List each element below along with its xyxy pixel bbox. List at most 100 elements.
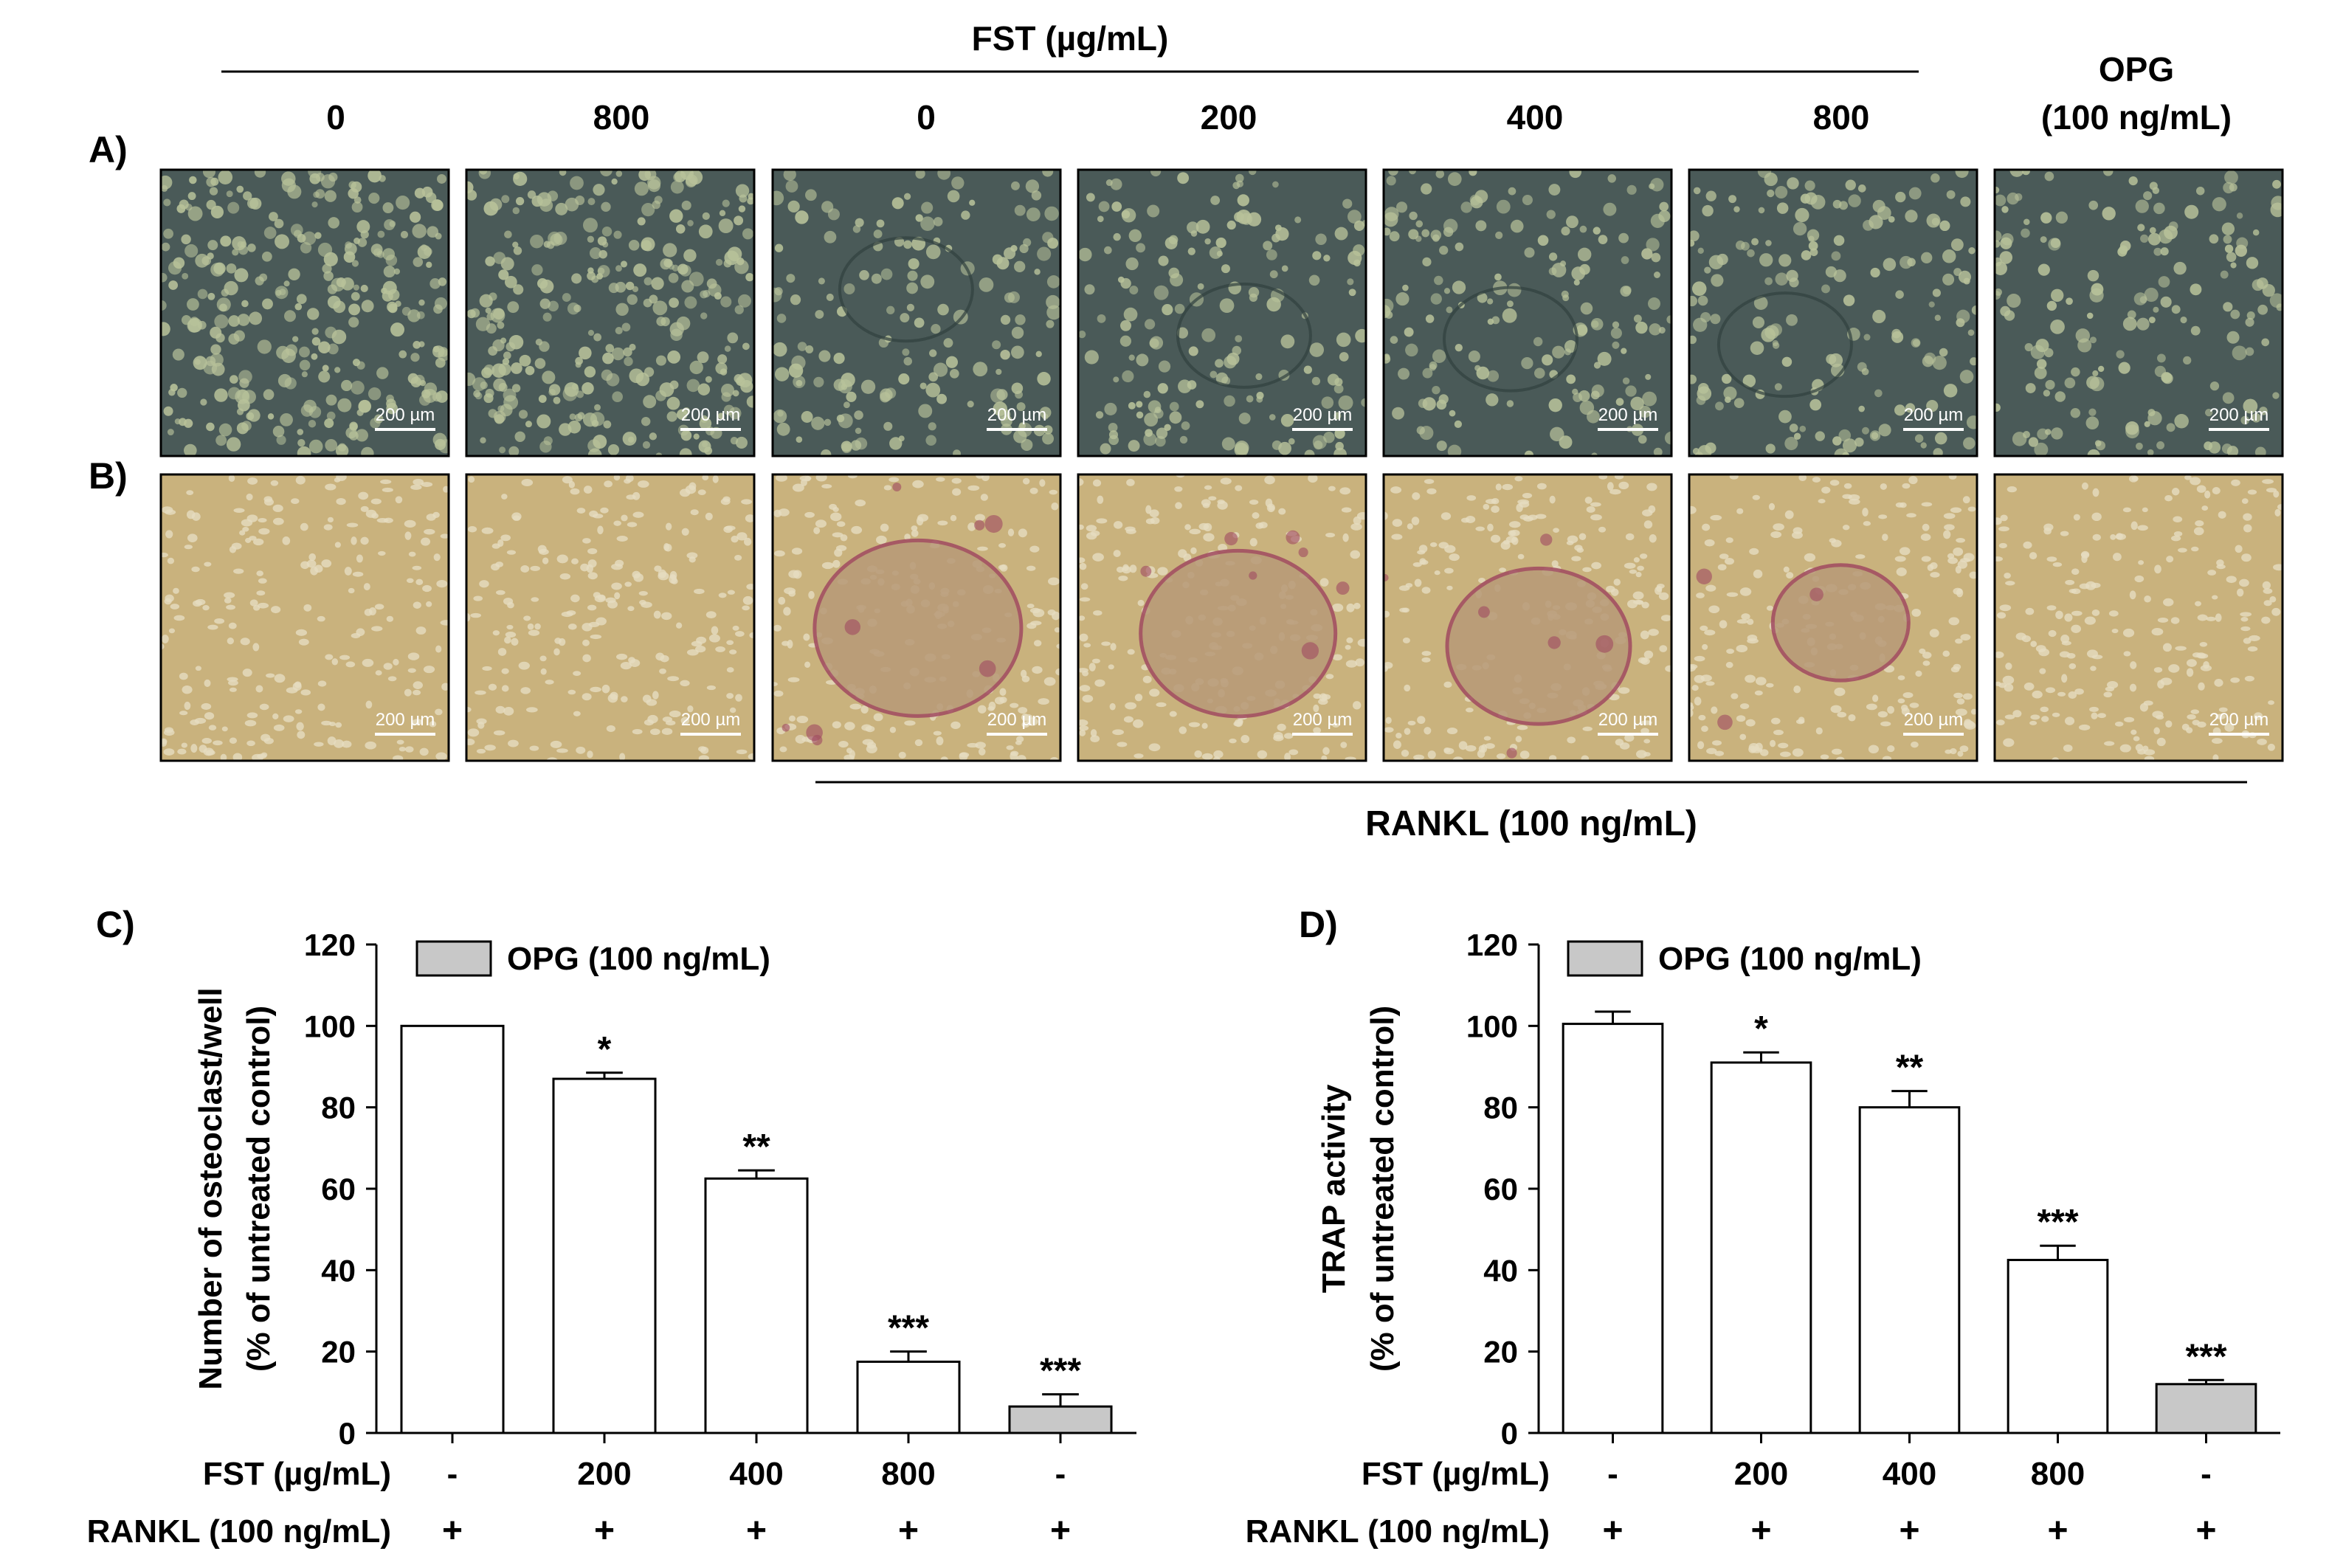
cell xyxy=(348,587,355,594)
cell xyxy=(1038,698,1049,705)
cell xyxy=(1712,740,1722,746)
cell xyxy=(627,606,635,612)
cell xyxy=(667,676,680,682)
cell xyxy=(638,480,649,488)
cell xyxy=(1878,424,1891,437)
cell xyxy=(734,305,744,314)
cell xyxy=(773,624,782,632)
cell xyxy=(1408,229,1419,240)
cell xyxy=(1702,523,1711,531)
cell xyxy=(745,514,754,522)
cell xyxy=(529,745,539,751)
cell xyxy=(1162,304,1173,316)
panel-b-label: B) xyxy=(89,455,128,497)
cell xyxy=(2055,610,2063,620)
cell xyxy=(1393,740,1401,749)
cell xyxy=(1411,517,1420,525)
cell xyxy=(270,480,279,486)
cell xyxy=(1404,327,1414,337)
cell xyxy=(1257,750,1268,759)
cell xyxy=(1956,698,1965,705)
cell xyxy=(1000,314,1011,325)
cell xyxy=(621,696,628,702)
cell xyxy=(1021,438,1033,452)
cell xyxy=(945,356,959,368)
cell xyxy=(1870,267,1880,278)
cell xyxy=(735,184,750,198)
cell xyxy=(2004,310,2015,321)
cell xyxy=(507,601,514,609)
cell xyxy=(785,180,798,193)
cell xyxy=(669,209,683,223)
cell xyxy=(252,604,260,611)
cell xyxy=(1491,498,1500,505)
cell xyxy=(1022,477,1030,485)
cell xyxy=(511,638,519,646)
cell xyxy=(181,234,191,245)
cell xyxy=(589,247,601,260)
cell xyxy=(345,661,356,668)
cell xyxy=(1189,528,1201,535)
cell xyxy=(1955,708,1967,716)
cell xyxy=(612,391,623,403)
cell xyxy=(1793,685,1801,694)
cell xyxy=(621,514,628,522)
cell xyxy=(1346,637,1353,643)
cell xyxy=(732,390,739,397)
cell xyxy=(1659,201,1669,212)
cell xyxy=(660,655,669,663)
cell xyxy=(1969,571,1977,579)
cell xyxy=(314,232,322,239)
cell xyxy=(311,336,321,346)
cell xyxy=(2230,677,2240,683)
cell xyxy=(2223,302,2233,312)
cell xyxy=(2108,610,2119,617)
cell xyxy=(844,722,855,731)
cell xyxy=(1622,377,1630,384)
cell xyxy=(295,629,308,636)
cell xyxy=(1478,745,1486,753)
cell xyxy=(1521,357,1533,370)
cell xyxy=(1496,199,1511,214)
cell xyxy=(658,569,667,578)
cell xyxy=(1313,693,1322,700)
cell xyxy=(1469,170,1477,176)
cell xyxy=(953,449,961,456)
trap-stain-spot xyxy=(1224,532,1238,546)
cell xyxy=(511,512,522,521)
cell xyxy=(236,185,244,193)
cell xyxy=(2216,559,2224,567)
cell xyxy=(691,640,703,647)
cell xyxy=(1857,184,1866,193)
cell xyxy=(1312,251,1322,260)
cell xyxy=(2051,427,2063,440)
cell xyxy=(1548,398,1562,412)
cell xyxy=(796,436,803,443)
cell xyxy=(2245,317,2254,327)
cell xyxy=(168,261,182,275)
trap-stain-spot xyxy=(1384,573,1389,581)
cell xyxy=(511,384,521,393)
cell xyxy=(1947,557,1959,564)
cell xyxy=(1019,244,1029,254)
cell xyxy=(351,536,357,545)
cell xyxy=(1248,170,1257,176)
cell xyxy=(1548,252,1558,261)
cell xyxy=(659,382,674,397)
cell xyxy=(2236,588,2244,597)
cell xyxy=(821,483,832,488)
cell xyxy=(1120,277,1131,289)
cell xyxy=(337,398,352,412)
cell xyxy=(992,340,1001,350)
cell xyxy=(1144,412,1159,427)
cell xyxy=(2052,712,2060,717)
cell xyxy=(508,446,520,456)
cell xyxy=(1108,664,1114,670)
cell xyxy=(2243,524,2252,533)
cell xyxy=(1350,550,1361,559)
cell xyxy=(2271,607,2281,616)
cell xyxy=(1519,514,1530,520)
cell xyxy=(689,482,697,491)
cell xyxy=(1615,398,1624,406)
cell xyxy=(998,543,1007,548)
